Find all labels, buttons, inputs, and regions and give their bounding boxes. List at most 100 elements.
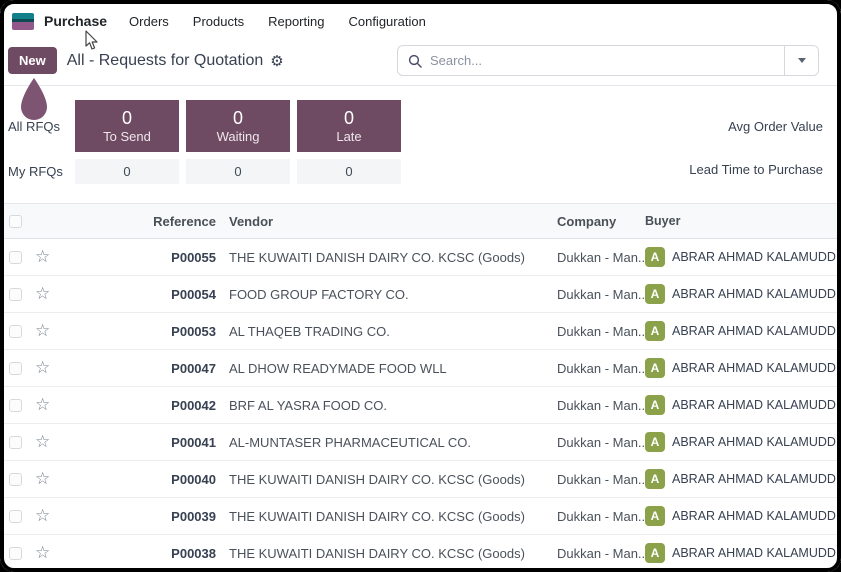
search-bar (397, 45, 819, 76)
row-reference: P00041 (171, 434, 216, 450)
row-vendor: AL DHOW READYMADE FOOD WLL (229, 360, 447, 376)
column-header-company[interactable]: Company (557, 213, 617, 229)
row-checkbox[interactable] (8, 250, 22, 264)
buyer-avatar: A (645, 543, 665, 563)
purchase-dashboard: All RFQs 0 To Send 0 Waiting 0 Late My R… (0, 78, 841, 203)
kpi-card-late[interactable]: 0 Late (297, 100, 401, 152)
row-checkbox[interactable] (8, 435, 22, 449)
row-checkbox[interactable] (8, 324, 22, 338)
list-rows: ☆ P00055 THE KUWAITI DANISH DAIRY CO. KC… (0, 239, 841, 572)
menu-products[interactable]: Products (192, 13, 245, 29)
buyer-avatar: A (645, 247, 665, 267)
top-navbar: Purchase Orders Products Reporting Confi… (0, 0, 841, 42)
table-row[interactable]: ☆ P00042 BRF AL YASRA FOOD CO. Dukkan - … (0, 387, 841, 424)
menu-reporting[interactable]: Reporting (268, 13, 325, 29)
row-checkbox[interactable] (8, 472, 22, 486)
search-dropdown-toggle[interactable] (784, 46, 818, 75)
buyer-name: ABRAR AHMAD KALAMUDDIN (672, 287, 841, 301)
rfq-list: Reference Vendor Company Buyer ☆ P00055 … (0, 203, 841, 572)
star-icon[interactable]: ☆ (35, 246, 51, 266)
row-reference: P00054 (171, 286, 216, 302)
droplet-icon (21, 78, 47, 120)
table-row[interactable]: ☆ P00038 THE KUWAITI DANISH DAIRY CO. KC… (0, 535, 841, 572)
kpi-late-count: 0 (343, 108, 354, 128)
kpi-my-late[interactable]: 0 (297, 159, 401, 184)
star-icon[interactable]: ☆ (35, 431, 51, 451)
table-row[interactable]: ☆ P00047 AL DHOW READYMADE FOOD WLL Dukk… (0, 350, 841, 387)
menu-configuration[interactable]: Configuration (348, 13, 426, 29)
lead-time-link[interactable]: Lead Time to Purchase (689, 162, 823, 177)
row-checkbox[interactable] (8, 361, 22, 375)
star-icon[interactable]: ☆ (35, 283, 51, 303)
row-company: Dukkan - Man... (557, 397, 645, 413)
row-buyer: A ABRAR AHMAD KALAMUDDIN (645, 247, 841, 267)
kpi-row-label-all: All RFQs (8, 118, 60, 134)
star-icon[interactable]: ☆ (35, 542, 51, 562)
row-buyer: A ABRAR AHMAD KALAMUDDIN (645, 543, 841, 563)
avg-order-value-link[interactable]: Avg Order Value (728, 119, 823, 134)
row-vendor: THE KUWAITI DANISH DAIRY CO. KCSC (Goods… (229, 508, 525, 524)
star-icon[interactable]: ☆ (35, 505, 51, 525)
row-vendor: THE KUWAITI DANISH DAIRY CO. KCSC (Goods… (229, 249, 525, 265)
kpi-to-send-count: 0 (121, 108, 132, 128)
new-button[interactable]: New (8, 47, 57, 74)
app-logo-icon (12, 12, 34, 30)
row-company: Dukkan - Man... (557, 360, 645, 376)
row-buyer: A ABRAR AHMAD KALAMUDDIN (645, 469, 841, 489)
gear-icon[interactable]: ⚙ (270, 52, 284, 70)
buyer-avatar: A (645, 469, 665, 489)
row-reference: P00055 (171, 249, 216, 265)
buyer-name: ABRAR AHMAD KALAMUDDIN (672, 435, 841, 449)
row-buyer: A ABRAR AHMAD KALAMUDDIN (645, 358, 841, 378)
row-company: Dukkan - Man... (557, 434, 645, 450)
row-company: Dukkan - Man... (557, 545, 645, 561)
table-row[interactable]: ☆ P00039 THE KUWAITI DANISH DAIRY CO. KC… (0, 498, 841, 535)
row-company: Dukkan - Man... (557, 249, 645, 265)
kpi-late-label: Late (336, 129, 362, 144)
row-vendor: FOOD GROUP FACTORY CO. (229, 286, 409, 302)
row-vendor: AL-MUNTASER PHARMACEUTICAL CO. (229, 434, 471, 450)
column-header-vendor[interactable]: Vendor (229, 213, 274, 229)
table-row[interactable]: ☆ P00054 FOOD GROUP FACTORY CO. Dukkan -… (0, 276, 841, 313)
search-input[interactable] (430, 53, 784, 68)
star-icon[interactable]: ☆ (35, 357, 51, 377)
row-company: Dukkan - Man... (557, 471, 645, 487)
table-row[interactable]: ☆ P00041 AL-MUNTASER PHARMACEUTICAL CO. … (0, 424, 841, 461)
kpi-waiting-count: 0 (232, 108, 243, 128)
star-icon[interactable]: ☆ (35, 468, 51, 488)
buyer-name: ABRAR AHMAD KALAMUDDIN (672, 250, 841, 264)
kpi-card-to-send[interactable]: 0 To Send (75, 100, 179, 152)
kpi-my-waiting[interactable]: 0 (186, 159, 290, 184)
star-icon[interactable]: ☆ (35, 320, 51, 340)
table-row[interactable]: ☆ P00055 THE KUWAITI DANISH DAIRY CO. KC… (0, 239, 841, 276)
row-buyer: A ABRAR AHMAD KALAMUDDIN (645, 284, 841, 304)
kpi-card-waiting[interactable]: 0 Waiting (186, 100, 290, 152)
buyer-avatar: A (645, 284, 665, 304)
star-icon[interactable]: ☆ (35, 394, 51, 414)
buyer-avatar: A (645, 358, 665, 378)
row-vendor: AL THAQEB TRADING CO. (229, 323, 390, 339)
row-reference: P00038 (171, 545, 216, 561)
buyer-avatar: A (645, 321, 665, 341)
column-header-reference[interactable]: Reference (153, 213, 216, 229)
app-menu-purchase[interactable]: Purchase (44, 13, 108, 29)
column-header-buyer[interactable]: Buyer (645, 214, 681, 228)
row-checkbox[interactable] (8, 546, 22, 560)
kpi-waiting-label: Waiting (216, 129, 260, 144)
row-reference: P00040 (171, 471, 216, 487)
breadcrumb: All - Requests for Quotation (66, 51, 264, 69)
table-row[interactable]: ☆ P00040 THE KUWAITI DANISH DAIRY CO. KC… (0, 461, 841, 498)
menu-orders[interactable]: Orders (129, 13, 169, 29)
row-reference: P00039 (171, 508, 216, 524)
select-all-checkbox[interactable] (8, 214, 22, 228)
search-icon (408, 54, 422, 68)
table-row[interactable]: ☆ P00053 AL THAQEB TRADING CO. Dukkan - … (0, 313, 841, 350)
kpi-row-label-my: My RFQs (8, 164, 63, 179)
row-checkbox[interactable] (8, 509, 22, 523)
buyer-name: ABRAR AHMAD KALAMUDDIN (672, 546, 841, 560)
row-checkbox[interactable] (8, 287, 22, 301)
row-checkbox[interactable] (8, 398, 22, 412)
row-vendor: THE KUWAITI DANISH DAIRY CO. KCSC (Goods… (229, 471, 525, 487)
kpi-my-to-send[interactable]: 0 (75, 159, 179, 184)
